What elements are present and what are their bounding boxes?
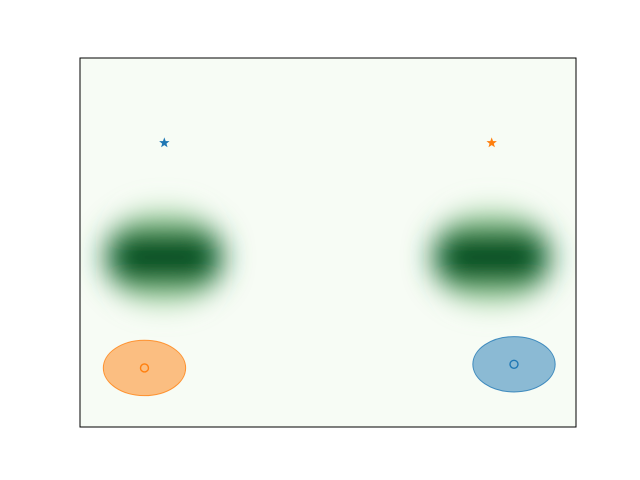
star-marker-1	[159, 137, 170, 148]
density-blob-1-level-3	[109, 235, 219, 280]
density-blob-2-level-3	[437, 235, 547, 280]
heatmap-layer	[103, 209, 553, 306]
density-blob-1	[103, 209, 225, 306]
covariance-ellipse-1	[102, 339, 187, 397]
plot-frame	[79, 57, 577, 428]
covariance-ellipse-2	[472, 336, 556, 393]
star-marker-2	[486, 137, 497, 148]
density-blob-2	[431, 209, 553, 306]
marker-layer	[139, 137, 519, 373]
circle-marker-3	[139, 363, 150, 373]
circle-marker-4	[509, 359, 519, 369]
ellipse-layer	[102, 336, 556, 397]
